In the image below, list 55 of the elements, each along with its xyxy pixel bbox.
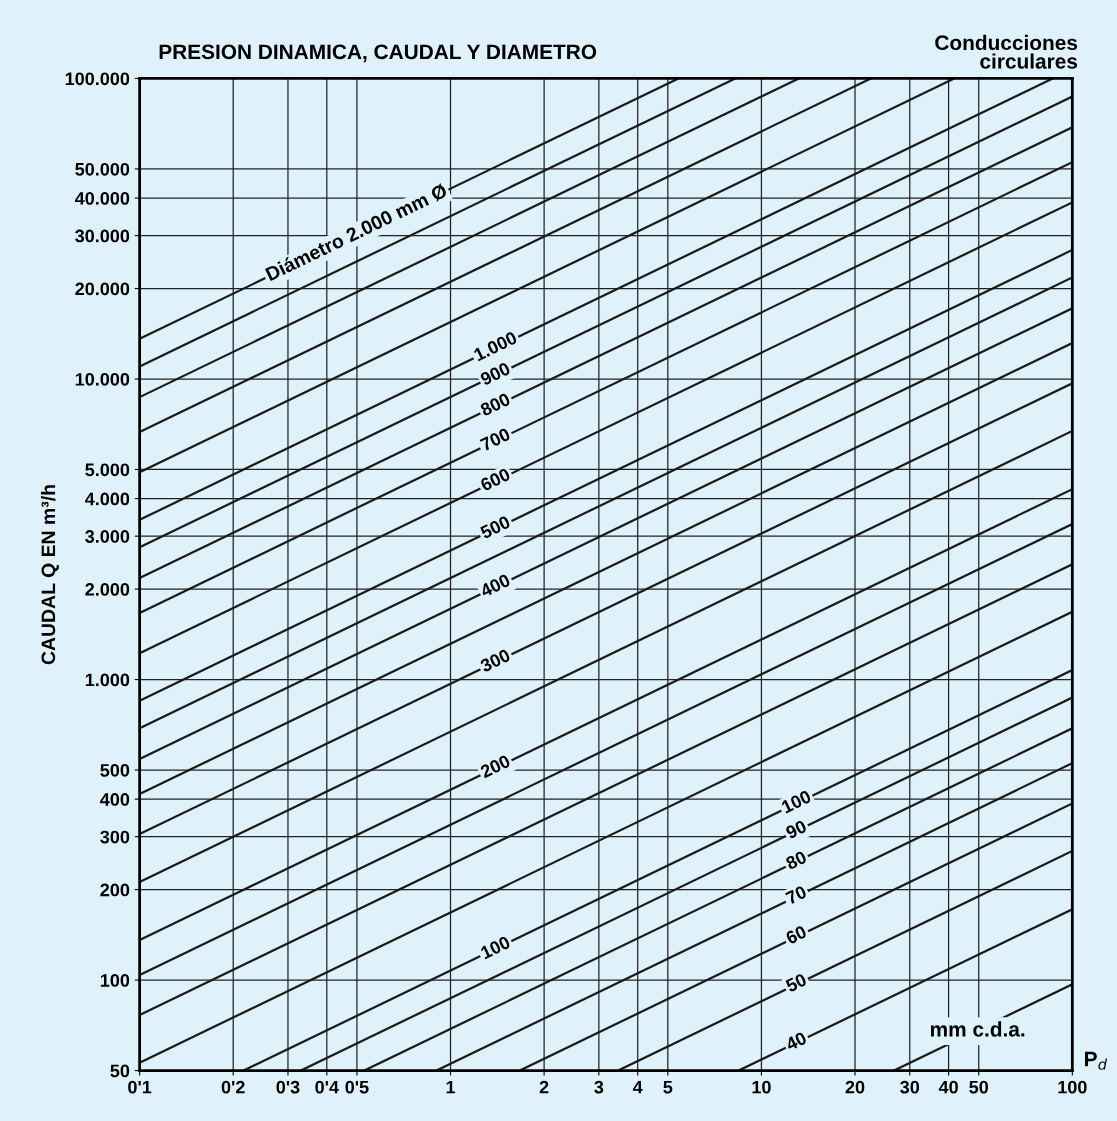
y-tick-label: 100 <box>100 974 130 987</box>
y-tick-label: 500 <box>100 763 130 777</box>
y-tick-label: 2.000 <box>85 583 130 596</box>
x-tick-label: 40 <box>938 1080 958 1094</box>
x-tick-label: 4 <box>632 1080 643 1094</box>
annotation: 600 <box>479 467 511 492</box>
y-axis-title: CAUDAL Q EN m³/h <box>40 485 59 665</box>
x-tick-label: 20 <box>845 1080 865 1094</box>
x-tick-label: 0'2 <box>221 1080 245 1094</box>
x-tick-label: 10 <box>752 1080 771 1094</box>
x-tick-label: 2 <box>539 1080 549 1094</box>
x-tick-label: 100 <box>1058 1080 1087 1094</box>
annotation: 200 <box>479 754 511 779</box>
x-tick-label: 0'3 <box>276 1080 300 1094</box>
annotation: 40 <box>784 1031 808 1052</box>
x-tick-label: 0'4 <box>315 1080 339 1094</box>
annotation: 800 <box>479 392 511 417</box>
annotation: 100 <box>780 789 812 814</box>
x-tick-label: 0'5 <box>345 1080 369 1094</box>
y-tick-label: 100.000 <box>65 72 130 86</box>
x-tick-label: 5 <box>663 1080 673 1094</box>
x-tick-label: 0'1 <box>128 1080 152 1094</box>
y-tick-label: 10.000 <box>75 372 130 386</box>
annotation: 80 <box>784 850 808 871</box>
y-tick-label: 5.000 <box>85 463 130 477</box>
y-tick-label: 1.000 <box>85 673 130 687</box>
x-tick-label: 3 <box>594 1080 604 1094</box>
annotation: 70 <box>785 885 808 905</box>
y-tick-label: 300 <box>100 830 130 844</box>
y-tick-label: 200 <box>100 883 130 897</box>
x-axis-title: P$_{d}$ <box>1085 1051 1108 1070</box>
annotation: 100 <box>479 935 511 960</box>
chart-title: PRESION DINAMICA, CAUDAL Y DIAMETRO <box>159 44 597 63</box>
y-tick-label: 30.000 <box>75 229 130 243</box>
annotation: 50 <box>784 972 808 993</box>
annotation: 900 <box>479 361 511 386</box>
x-tick-label: 1 <box>446 1080 456 1094</box>
y-tick-label: 50.000 <box>75 162 130 176</box>
text: Conducciones circulares <box>935 34 1078 69</box>
annotation: 90 <box>784 819 808 840</box>
y-tick-label: 20.000 <box>75 282 130 296</box>
y-tick-label: 400 <box>100 793 130 806</box>
x-tick-label: 30 <box>900 1080 920 1094</box>
annotation: mm c.d.a. <box>930 1021 1025 1037</box>
y-tick-label: 40.000 <box>74 192 130 205</box>
y-tick-label: 3.000 <box>85 530 130 543</box>
annotation: 300 <box>479 648 511 673</box>
annotation: 700 <box>479 427 511 452</box>
annotation: 400 <box>479 573 511 598</box>
annotation: 500 <box>479 515 511 540</box>
x-tick-label: 50 <box>969 1080 989 1094</box>
y-tick-label: 50 <box>110 1064 130 1078</box>
annotation: 1.000 <box>473 330 518 362</box>
y-tick-label: 4.000 <box>85 492 130 506</box>
annotation: 60 <box>784 924 808 945</box>
